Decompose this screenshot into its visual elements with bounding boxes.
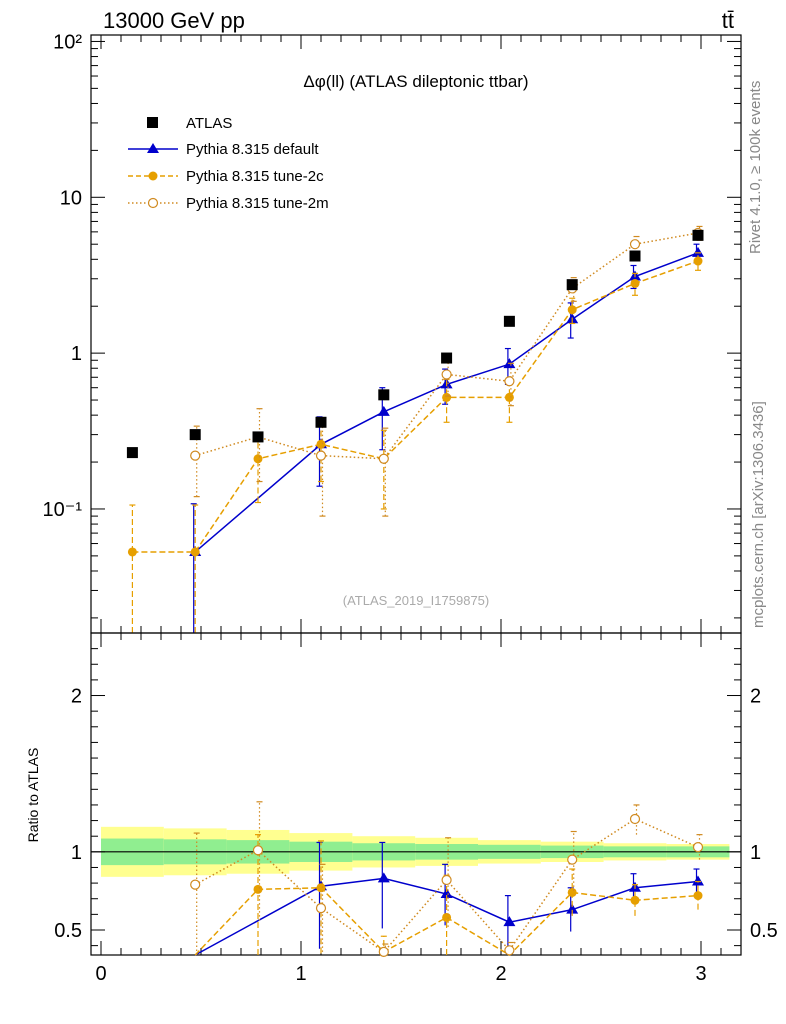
data-point-tune2c (190, 547, 200, 557)
ratio-panel: 2 2 1 1 0.5 0.5 0 1 2 3 Ratio to ATLAS (25, 632, 778, 985)
ratio-point-tune2c (253, 884, 263, 894)
ratio-point-tune2m (692, 842, 704, 853)
ratio-y-tick-label-right: 0.5 (750, 920, 778, 942)
data-point-atlas (629, 250, 641, 262)
legend-marker-default (147, 143, 159, 153)
y-tick-label: 10 (60, 187, 82, 209)
data-point-tune2c (316, 439, 326, 449)
data-point-atlas (378, 389, 390, 401)
data-point-atlas (189, 429, 201, 441)
x-tick-label: 1 (295, 963, 306, 985)
main-panel: Δφ(ll) (ATLAS dileptonic ttbar) (ATLAS_2… (43, 31, 742, 634)
legend-label-default: Pythia 8.315 default (186, 141, 319, 158)
ratio-line-triangle-solid (194, 877, 699, 956)
x-tick-label: 3 (695, 963, 706, 985)
ratio-y-tick-label-right: 1 (750, 842, 761, 864)
x-tick-label: 2 (495, 963, 506, 985)
ratio-point-tune2c (567, 887, 577, 897)
data-point-atlas (252, 431, 264, 443)
ratio-point-default (503, 916, 516, 927)
chart-title: Δφ(ll) (ATLAS dileptonic ttbar) (303, 72, 528, 91)
process-label: tt̄ (722, 8, 734, 33)
ratio-point-tune2m (629, 813, 641, 825)
data-point-tune2m (315, 450, 327, 461)
ratio-point-default (440, 888, 453, 899)
ratio-point-default (692, 875, 704, 886)
legend-label-tune2m: Pythia 8.315 tune-2m (186, 195, 329, 212)
ratio-point-tune2m (504, 945, 515, 956)
data-point-tune2c (253, 454, 263, 464)
ratio-frame (90, 632, 742, 956)
analysis-id: (ATLAS_2019_I1759875) (343, 593, 489, 608)
data-point-default (692, 246, 704, 257)
ratio-point-tune2c (630, 895, 640, 905)
source-label: mcplots.cern.ch [arXiv:1306.3436] (750, 401, 767, 628)
data-point-tune2m (504, 376, 515, 387)
data-point-atlas (315, 416, 327, 428)
data-point-atlas (566, 279, 578, 291)
ratio-point-default (566, 903, 579, 914)
series-line-circle-open-dotted (194, 232, 699, 460)
ratio-y-tick-label-left: 2 (71, 686, 82, 708)
data-point-atlas (692, 229, 704, 241)
data-point-default (377, 405, 390, 416)
ratio-y-tick-label-right: 2 (750, 686, 761, 708)
ratio-point-tune2c (316, 883, 326, 893)
x-tick-label: 0 (95, 963, 106, 985)
ratio-y-tick-label-left: 0.5 (54, 920, 82, 942)
y-tick-label: 10² (53, 31, 82, 53)
ratio-point-default (377, 872, 390, 883)
ratio-y-tick-label-left: 1 (71, 842, 82, 864)
data-point-tune2c (567, 305, 577, 315)
y-tick-label: 1 (71, 343, 82, 365)
legend-label-atlas: ATLAS (186, 115, 232, 132)
legend-marker-tune2m (147, 197, 159, 209)
data-point-tune2c (504, 392, 514, 402)
ratio-point-tune2c (442, 912, 452, 922)
ratio-ylabel: Ratio to ATLAS (25, 748, 41, 843)
ratio-point-tune2m (315, 903, 327, 914)
data-point-tune2m (441, 369, 452, 380)
ratio-point-tune2m (190, 879, 201, 890)
data-point-atlas (503, 315, 515, 327)
rivet-label: Rivet 4.1.0, ≥ 100k events (747, 81, 764, 254)
ratio-point-tune2m (378, 946, 389, 957)
data-point-tune2c (127, 547, 137, 557)
data-point-tune2m (190, 450, 201, 461)
legend-marker-tune2c (148, 171, 158, 181)
legend-label-tune2c: Pythia 8.315 tune-2c (186, 168, 324, 185)
data-point-tune2c (442, 392, 452, 402)
series-line-circle-dashed (132, 260, 699, 553)
data-point-tune2c (630, 278, 640, 288)
ratio-point-tune2m (252, 845, 264, 856)
data-point-tune2m (378, 453, 389, 464)
ratio-point-tune2m (567, 854, 578, 865)
y-tick-label: 10⁻¹ (43, 499, 83, 521)
data-point-atlas (126, 447, 138, 459)
data-point-atlas (441, 352, 453, 364)
legend: ATLAS Pythia 8.315 default Pythia 8.315 … (128, 115, 329, 212)
ratio-point-tune2m (441, 874, 452, 886)
series-line-triangle-solid (194, 252, 699, 553)
legend-marker-atlas (147, 117, 158, 128)
ratio-point-tune2c (693, 891, 703, 901)
data-point-tune2c (693, 256, 703, 266)
data-point-tune2m (629, 239, 641, 250)
energy-label: 13000 GeV pp (103, 8, 245, 33)
